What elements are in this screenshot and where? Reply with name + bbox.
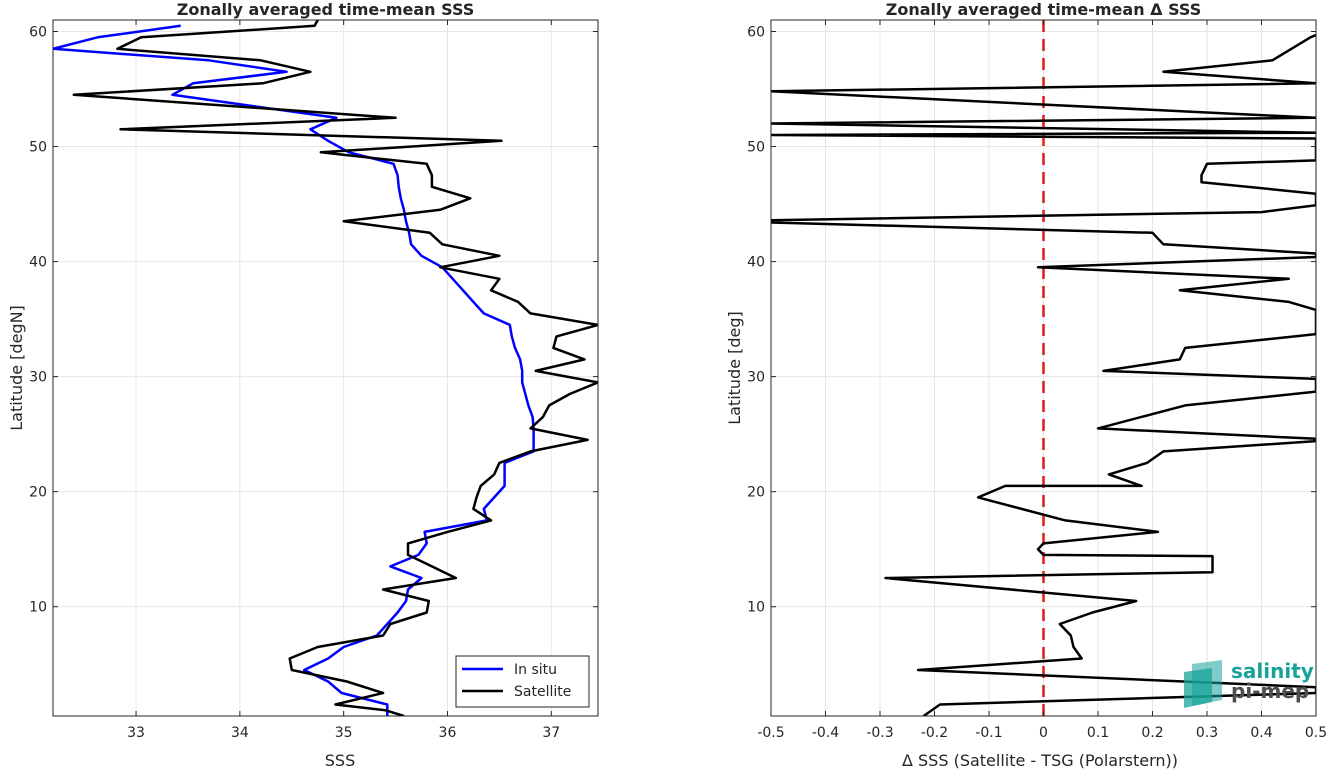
salinity-pi-mep-logo: salinity pi-mep (1184, 659, 1314, 708)
axes-frame-left (52, 19, 599, 717)
x-axis-label-left: SSS (325, 751, 355, 769)
legend-box (455, 655, 590, 708)
x-tick-label: 35 (335, 725, 353, 741)
chart-title-right: Zonally averaged time-mean Δ SSS (886, 0, 1202, 19)
x-tick-label: -0.3 (866, 725, 893, 741)
x-tick-label: 37 (542, 725, 560, 741)
logo-mark-front (1184, 668, 1212, 708)
y-tick-label: 60 (29, 25, 47, 41)
ticks-right: -0.5 -0.4 -0.3 -0.2 -0.1 0 0.1 0.2 0.3 0.4 0.5 10 20… (747, 20, 1327, 741)
series-group-left (53, 20, 598, 716)
y-tick-label: 20 (29, 485, 47, 501)
y-tick-label: 40 (29, 255, 47, 271)
x-tick-label: 0.4 (1250, 725, 1272, 741)
x-tick-label: 0.3 (1196, 725, 1218, 741)
legend: In situ Satellite (455, 655, 590, 708)
chart-left-sss: 33 34 35 36 37 10 20 30 40 50 60 Zonally averaged … (7, 0, 599, 769)
x-tick-label: -0.2 (921, 725, 948, 741)
x-axis-label-right: Δ SSS (Satellite - TSG (Polarstern)) (902, 751, 1178, 769)
x-tick-label: 0.2 (1141, 725, 1163, 741)
logo-text-pi-mep: pi-mep (1231, 679, 1309, 703)
x-tick-label: 0.1 (1087, 725, 1109, 741)
y-tick-label: 20 (747, 485, 765, 501)
series-line-satellite (72, 20, 598, 716)
x-tick-label: 34 (231, 725, 249, 741)
y-tick-label: 10 (747, 600, 765, 616)
x-tick-label: 36 (439, 725, 457, 741)
x-tick-label: -0.4 (812, 725, 839, 741)
y-tick-label: 50 (747, 140, 765, 156)
y-tick-label: 50 (29, 140, 47, 156)
legend-label-satellite: Satellite (514, 684, 571, 700)
y-axis-label-right: Latitude [deg] (725, 311, 744, 425)
series-line-delta-sss (771, 33, 1316, 716)
chart-title-left: Zonally averaged time-mean SSS (177, 0, 475, 19)
legend-label-in-situ: In situ (514, 662, 557, 678)
x-tick-label: 0.5 (1305, 725, 1327, 741)
plot-area-left (53, 20, 598, 716)
y-tick-label: 10 (29, 600, 47, 616)
x-tick-label: -0.5 (757, 725, 784, 741)
y-tick-label: 30 (747, 370, 765, 386)
y-tick-label: 40 (747, 255, 765, 271)
series-group-right (771, 20, 1316, 716)
x-tick-label: 0 (1039, 725, 1048, 741)
chart-right-delta-sss: -0.5 -0.4 -0.3 -0.2 -0.1 0 0.1 0.2 0.3 0.4 0.5 10 20… (725, 0, 1327, 769)
y-axis-label-left: Latitude [degN] (7, 305, 26, 431)
y-tick-label: 30 (29, 370, 47, 386)
x-tick-label: -0.1 (975, 725, 1002, 741)
x-tick-label: 33 (127, 725, 145, 741)
y-tick-label: 60 (747, 25, 765, 41)
ticks-left: 33 34 35 36 37 10 20 30 40 50 60 (29, 20, 598, 741)
logo-text-salinity: salinity (1231, 659, 1314, 683)
